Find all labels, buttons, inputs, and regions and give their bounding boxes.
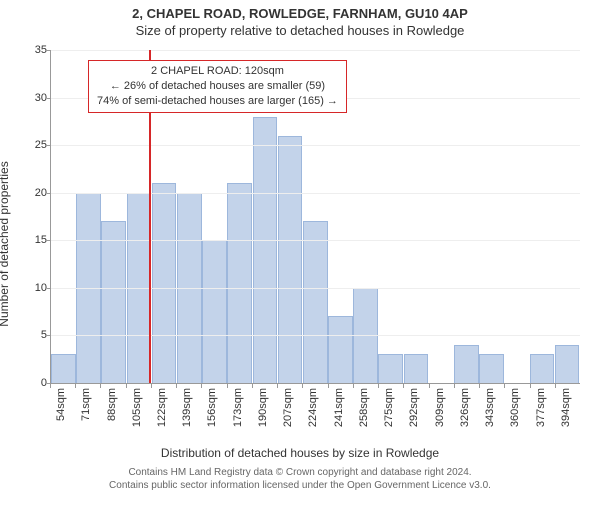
y-tick-label: 35 [23, 44, 47, 56]
x-tick-label: 360sqm [509, 388, 521, 427]
histogram-bar [530, 354, 555, 383]
histogram-bar [555, 345, 580, 383]
y-tick-mark [47, 288, 51, 289]
x-tick-label: 326sqm [459, 388, 471, 427]
x-tick-label: 258sqm [358, 388, 370, 427]
x-tick-mark [403, 384, 404, 388]
y-tick-label: 15 [23, 234, 47, 246]
footer-line-2: Contains public sector information licen… [0, 479, 600, 492]
gridline [51, 50, 580, 51]
histogram-bar [278, 136, 303, 383]
x-tick-label: 224sqm [307, 388, 319, 427]
gridline [51, 145, 580, 146]
gridline [51, 193, 580, 194]
x-tick-mark [201, 384, 202, 388]
x-tick-label: 309sqm [434, 388, 446, 427]
subtitle: Size of property relative to detached ho… [0, 23, 600, 38]
x-ticks: 54sqm 71sqm 88sqm 105sqm 122sqm 139sqm 156sqm 1… [50, 384, 580, 444]
gridline [51, 288, 580, 289]
x-tick-label: 71sqm [80, 388, 92, 421]
x-tick-mark [75, 384, 76, 388]
annotation-line-3: 74% of semi-detached houses are larger (… [97, 94, 338, 109]
x-tick-mark [328, 384, 329, 388]
y-tick-mark [47, 335, 51, 336]
histogram-bar [227, 183, 252, 383]
histogram-bar [202, 240, 227, 383]
x-tick-label: 292sqm [408, 388, 420, 427]
x-tick-mark [50, 384, 51, 388]
histogram-bar [404, 354, 429, 383]
y-axis-label: Number of detached properties [0, 161, 11, 326]
histogram-bar [303, 221, 328, 383]
x-tick-label: 190sqm [257, 388, 269, 427]
gridline [51, 335, 580, 336]
x-tick-mark [353, 384, 354, 388]
y-tick-label: 10 [23, 282, 47, 294]
x-tick-label: 241sqm [333, 388, 345, 427]
x-tick-label: 377sqm [535, 388, 547, 427]
x-tick-mark [555, 384, 556, 388]
x-tick-mark [479, 384, 480, 388]
address-title: 2, CHAPEL ROAD, ROWLEDGE, FARNHAM, GU10 … [0, 6, 600, 21]
x-tick-mark [454, 384, 455, 388]
annotation-box: 2 CHAPEL ROAD: 120sqm← 26% of detached h… [88, 60, 347, 113]
chart-container: Number of detached properties 0510152025… [10, 44, 590, 444]
histogram-bar [253, 117, 278, 383]
plot-area: 051015202530352 CHAPEL ROAD: 120sqm← 26%… [50, 50, 580, 384]
x-tick-mark [126, 384, 127, 388]
x-tick-mark [504, 384, 505, 388]
histogram-bar [479, 354, 504, 383]
x-tick-label: 88sqm [106, 388, 118, 421]
x-tick-mark [176, 384, 177, 388]
x-tick-mark [378, 384, 379, 388]
histogram-bar [51, 354, 76, 383]
x-tick-label: 105sqm [131, 388, 143, 427]
y-tick-mark [47, 240, 51, 241]
histogram-bar [328, 316, 353, 383]
x-tick-label: 207sqm [282, 388, 294, 427]
y-tick-mark [47, 50, 51, 51]
histogram-bar [101, 221, 126, 383]
annotation-line-2: ← 26% of detached houses are smaller (59… [97, 79, 338, 94]
y-tick-mark [47, 193, 51, 194]
x-tick-label: 139sqm [181, 388, 193, 427]
y-tick-label: 20 [23, 187, 47, 199]
y-tick-label: 0 [23, 377, 47, 389]
histogram-bar [378, 354, 403, 383]
x-tick-label: 156sqm [206, 388, 218, 427]
x-axis-label: Distribution of detached houses by size … [0, 446, 600, 460]
x-tick-label: 122sqm [156, 388, 168, 427]
x-tick-mark [429, 384, 430, 388]
x-tick-mark [151, 384, 152, 388]
x-tick-label: 343sqm [484, 388, 496, 427]
x-tick-mark [302, 384, 303, 388]
gridline [51, 240, 580, 241]
footer-line-1: Contains HM Land Registry data © Crown c… [0, 466, 600, 479]
y-tick-mark [47, 98, 51, 99]
histogram-bar [152, 183, 177, 383]
x-tick-mark [252, 384, 253, 388]
x-tick-label: 275sqm [383, 388, 395, 427]
y-tick-mark [47, 145, 51, 146]
y-tick-label: 25 [23, 139, 47, 151]
footer: Contains HM Land Registry data © Crown c… [0, 466, 600, 492]
x-tick-mark [277, 384, 278, 388]
annotation-line-1: 2 CHAPEL ROAD: 120sqm [97, 64, 338, 79]
x-tick-label: 54sqm [55, 388, 67, 421]
y-tick-label: 30 [23, 92, 47, 104]
x-tick-mark [227, 384, 228, 388]
x-tick-mark [530, 384, 531, 388]
histogram-bar [454, 345, 479, 383]
x-tick-label: 173sqm [232, 388, 244, 427]
x-tick-label: 394sqm [560, 388, 572, 427]
y-tick-label: 5 [23, 329, 47, 341]
x-tick-mark [100, 384, 101, 388]
